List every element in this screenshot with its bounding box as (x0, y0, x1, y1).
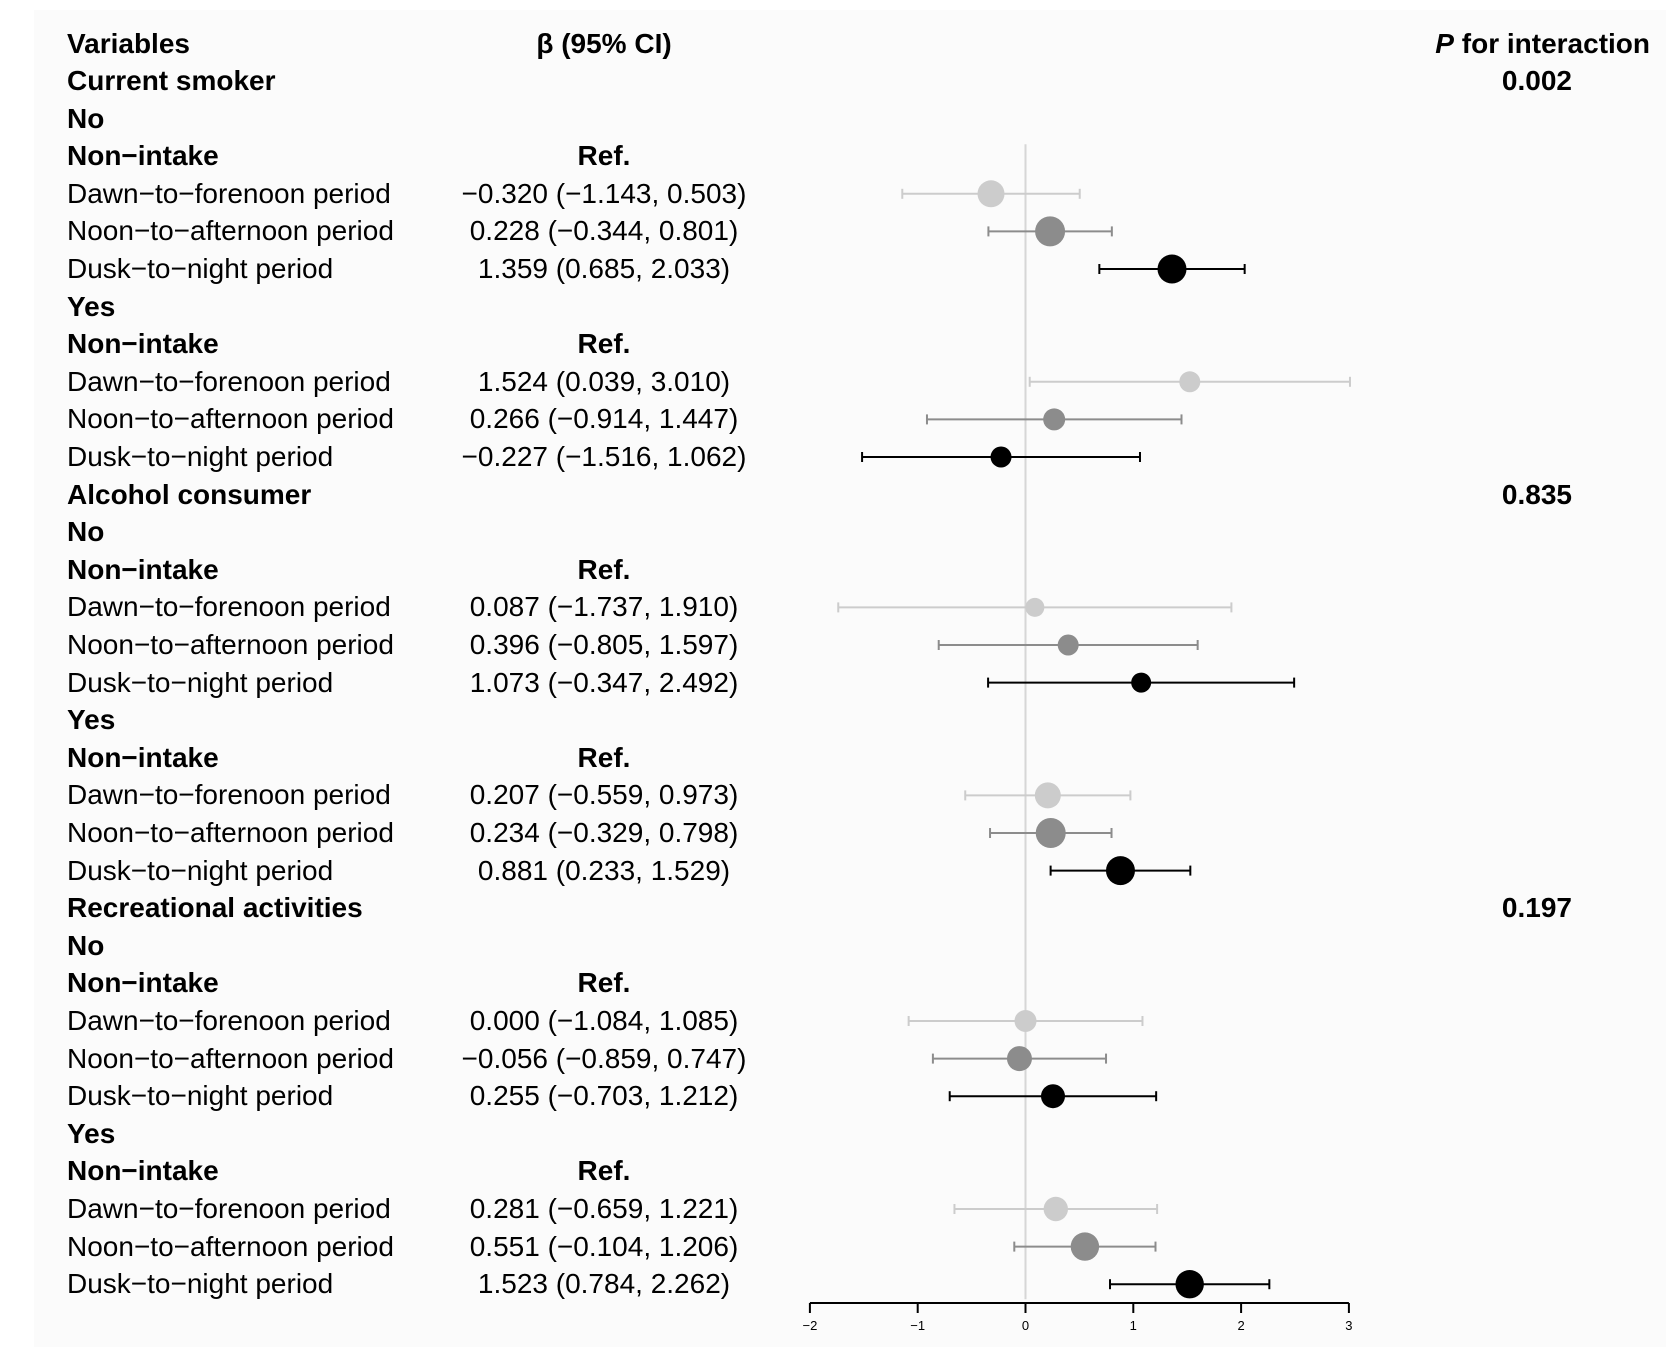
row-estimate-text: 0.228 (−0.344, 0.801) (469, 215, 739, 247)
row-label-dawn-to-forenoon-period: Dawn−to−forenoon period (67, 1005, 391, 1036)
row-label-dawn-to-forenoon-period: Dawn−to−forenoon period (67, 177, 391, 209)
row-estimate-text: 0.396 (−0.805, 1.597) (469, 629, 739, 660)
row-estimate-text: 1.523 (0.784, 2.262) (477, 1268, 731, 1300)
point-estimate (1006, 1046, 1032, 1072)
x-tick-label: −1 (910, 1318, 925, 1333)
row-estimate-text: 0.266 (−0.914, 1.447) (469, 403, 739, 435)
row-label-non-intake: Non−intake (67, 741, 219, 773)
row-estimate-text: 0.000 (−1.084, 1.085) (469, 1005, 739, 1036)
row-estimate-text: 0.234 (−0.329, 0.798) (469, 817, 739, 848)
row-label-noon-to-afternoon-period: Noon−to−afternoon period (67, 1230, 394, 1262)
p-interaction-value: 0.197 (1501, 892, 1572, 924)
row-label-dusk-to-night-period: Dusk−to−night period (67, 253, 334, 284)
row-label-non-intake: Non−intake (67, 967, 219, 999)
row-label-non-intake: Non−intake (67, 1155, 219, 1187)
row-estimate-text: 0.551 (−0.104, 1.206) (469, 1230, 739, 1262)
row-estimate-text: 1.524 (0.039, 3.010) (477, 365, 731, 397)
header-variables: Variables (67, 28, 190, 59)
point-estimate (1157, 254, 1187, 284)
point-estimate (1040, 1084, 1065, 1109)
row-label-alcohol-consumer: Alcohol consumer (67, 478, 312, 510)
row-estimate-text: Ref. (577, 967, 631, 999)
row-label-recreational-activities: Recreational activities (67, 892, 363, 924)
point-estimate (1035, 216, 1066, 247)
row-estimate-text: Ref. (577, 328, 631, 360)
header-p-letter: P (1435, 28, 1454, 59)
row-estimate-text: Ref. (577, 1155, 631, 1187)
row-estimate-text: 0.087 (−1.737, 1.910) (469, 591, 739, 623)
point-estimate (1131, 672, 1152, 693)
row-label-no: No (67, 102, 105, 134)
row-label-non-intake: Non−intake (67, 140, 219, 172)
row-label-dusk-to-night-period: Dusk−to−night period (67, 1268, 334, 1300)
row-estimate-text: −0.320 (−1.143, 0.503) (461, 177, 747, 209)
row-label-noon-to-afternoon-period: Noon−to−afternoon period (67, 215, 394, 247)
row-estimate-text: −0.056 (−0.859, 0.747) (461, 1042, 747, 1074)
row-label-dawn-to-forenoon-period: Dawn−to−forenoon period (67, 1193, 391, 1224)
point-estimate (1043, 1196, 1068, 1222)
row-label-no: No (67, 516, 105, 548)
row-estimate-text: Ref. (577, 140, 631, 172)
point-estimate (1035, 818, 1066, 848)
row-label-dawn-to-forenoon-period: Dawn−to−forenoon period (67, 591, 391, 623)
figure-background (34, 10, 1666, 1347)
row-estimate-text: −0.227 (−1.516, 1.062) (461, 441, 747, 472)
point-estimate (1179, 371, 1201, 393)
row-label-no: No (67, 929, 105, 961)
row-estimate-text: 1.073 (−0.347, 2.492) (469, 666, 739, 698)
point-estimate (990, 446, 1012, 468)
x-tick-label: 1 (1130, 1318, 1137, 1333)
row-estimate-text: 1.359 (0.685, 2.033) (477, 253, 731, 284)
point-estimate (1034, 782, 1061, 809)
point-estimate (1070, 1232, 1100, 1261)
x-tick-label: 0 (1022, 1318, 1029, 1333)
p-interaction-value: 0.002 (1501, 65, 1572, 96)
header-p-text: for interaction (1453, 28, 1650, 59)
row-label-yes: Yes (67, 290, 116, 322)
row-label-yes: Yes (67, 1117, 116, 1149)
row-label-non-intake: Non−intake (67, 553, 219, 585)
row-label-dawn-to-forenoon-period: Dawn−to−forenoon period (67, 365, 391, 397)
point-estimate (977, 180, 1005, 208)
x-tick-label: 2 (1237, 1318, 1244, 1333)
row-estimate-text: Ref. (577, 553, 631, 585)
row-label-noon-to-afternoon-period: Noon−to−afternoon period (67, 629, 394, 660)
row-label-noon-to-afternoon-period: Noon−to−afternoon period (67, 403, 394, 435)
point-estimate (1057, 634, 1079, 656)
point-estimate (1014, 1010, 1037, 1032)
row-estimate-text: Ref. (577, 741, 631, 773)
row-estimate-text: 0.281 (−0.659, 1.221) (469, 1193, 739, 1224)
row-estimate-text: 0.255 (−0.703, 1.212) (469, 1080, 739, 1112)
row-label-dusk-to-night-period: Dusk−to−night period (67, 854, 334, 886)
header-p-interaction: P for interaction (1435, 27, 1650, 61)
point-estimate (1105, 856, 1135, 886)
row-label-dawn-to-forenoon-period: Dawn−to−forenoon period (67, 779, 391, 811)
x-tick-label: −2 (802, 1318, 817, 1333)
point-estimate (1175, 1270, 1204, 1299)
header-beta-ci: β (95% CI) (536, 28, 672, 59)
row-estimate-text: 0.207 (−0.559, 0.973) (469, 779, 739, 811)
row-estimate-text: 0.881 (0.233, 1.529) (477, 854, 731, 886)
row-label-dusk-to-night-period: Dusk−to−night period (67, 441, 334, 472)
point-estimate (1025, 597, 1045, 617)
row-label-current-smoker: Current smoker (67, 65, 276, 96)
row-label-noon-to-afternoon-period: Noon−to−afternoon period (67, 1042, 394, 1074)
row-label-noon-to-afternoon-period: Noon−to−afternoon period (67, 817, 394, 848)
x-tick-label: 3 (1345, 1318, 1352, 1333)
row-label-yes: Yes (67, 704, 116, 736)
p-interaction-value: 0.835 (1501, 478, 1572, 510)
point-estimate (1043, 408, 1066, 431)
row-label-non-intake: Non−intake (67, 328, 219, 360)
row-label-dusk-to-night-period: Dusk−to−night period (67, 666, 334, 698)
row-label-dusk-to-night-period: Dusk−to−night period (67, 1080, 334, 1112)
